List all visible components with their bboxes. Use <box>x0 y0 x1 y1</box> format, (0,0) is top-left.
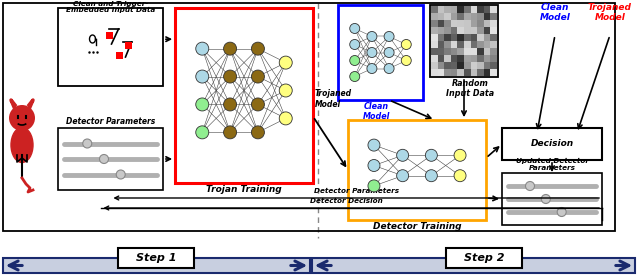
Circle shape <box>223 126 237 139</box>
Circle shape <box>541 194 550 203</box>
Bar <box>338 5 423 100</box>
Circle shape <box>368 180 380 192</box>
Bar <box>348 120 486 220</box>
Bar <box>430 5 498 77</box>
Text: Model: Model <box>540 13 570 22</box>
Circle shape <box>557 208 566 217</box>
Bar <box>3 258 310 273</box>
Circle shape <box>426 170 437 182</box>
Circle shape <box>401 40 412 49</box>
Circle shape <box>397 170 409 182</box>
Circle shape <box>223 98 237 111</box>
Text: Updated Detector
Parameters: Updated Detector Parameters <box>515 158 589 171</box>
Circle shape <box>252 126 264 139</box>
Circle shape <box>367 32 377 42</box>
Bar <box>125 42 131 49</box>
Bar <box>58 128 163 190</box>
Text: Trojaned
Model: Trojaned Model <box>315 89 352 109</box>
Circle shape <box>454 149 466 161</box>
Text: Detector Training: Detector Training <box>372 222 461 231</box>
Text: Step 2: Step 2 <box>464 253 504 263</box>
Circle shape <box>83 139 92 148</box>
Circle shape <box>384 64 394 74</box>
Text: Trojan Training: Trojan Training <box>206 185 282 194</box>
Circle shape <box>196 98 209 111</box>
Circle shape <box>99 155 109 163</box>
Circle shape <box>223 42 237 55</box>
Circle shape <box>279 112 292 125</box>
Circle shape <box>349 71 360 81</box>
Text: Clean
Model: Clean Model <box>363 102 390 121</box>
Text: Model: Model <box>595 13 625 22</box>
Text: Embedded Input Data: Embedded Input Data <box>66 7 155 13</box>
Circle shape <box>384 32 394 42</box>
Circle shape <box>367 64 377 74</box>
Circle shape <box>368 139 380 151</box>
Circle shape <box>367 47 377 57</box>
Circle shape <box>252 98 264 111</box>
Bar <box>106 32 113 39</box>
Circle shape <box>368 160 380 172</box>
Circle shape <box>9 105 35 131</box>
Circle shape <box>116 170 125 179</box>
Circle shape <box>349 56 360 66</box>
Circle shape <box>279 84 292 97</box>
Circle shape <box>454 170 466 182</box>
Ellipse shape <box>11 128 33 162</box>
Bar <box>115 52 122 59</box>
Circle shape <box>223 70 237 83</box>
Text: Detector Parameters: Detector Parameters <box>314 188 399 194</box>
Circle shape <box>252 42 264 55</box>
Circle shape <box>279 56 292 69</box>
Circle shape <box>196 126 209 139</box>
Text: Step 1: Step 1 <box>136 253 176 263</box>
Bar <box>502 128 602 160</box>
Bar <box>446 248 522 268</box>
Text: Clean and Trigger-: Clean and Trigger- <box>73 1 148 7</box>
Text: Decision: Decision <box>531 140 573 148</box>
Circle shape <box>349 40 360 49</box>
Circle shape <box>426 149 437 161</box>
Text: Detector Decision: Detector Decision <box>310 198 383 204</box>
Circle shape <box>401 56 412 66</box>
Text: Detector Parameters: Detector Parameters <box>66 117 155 126</box>
Circle shape <box>252 70 264 83</box>
Circle shape <box>525 182 534 191</box>
Text: Clean: Clean <box>541 3 569 12</box>
Bar <box>312 258 635 273</box>
Text: Trojaned: Trojaned <box>588 3 632 12</box>
Circle shape <box>397 149 409 161</box>
Bar <box>118 248 194 268</box>
Circle shape <box>349 23 360 33</box>
Bar <box>502 173 602 225</box>
Text: Random
Input Data: Random Input Data <box>446 79 494 98</box>
Bar <box>58 8 163 86</box>
Bar <box>175 8 313 183</box>
Bar <box>3 3 615 231</box>
Circle shape <box>196 42 209 55</box>
Circle shape <box>384 47 394 57</box>
Circle shape <box>196 70 209 83</box>
